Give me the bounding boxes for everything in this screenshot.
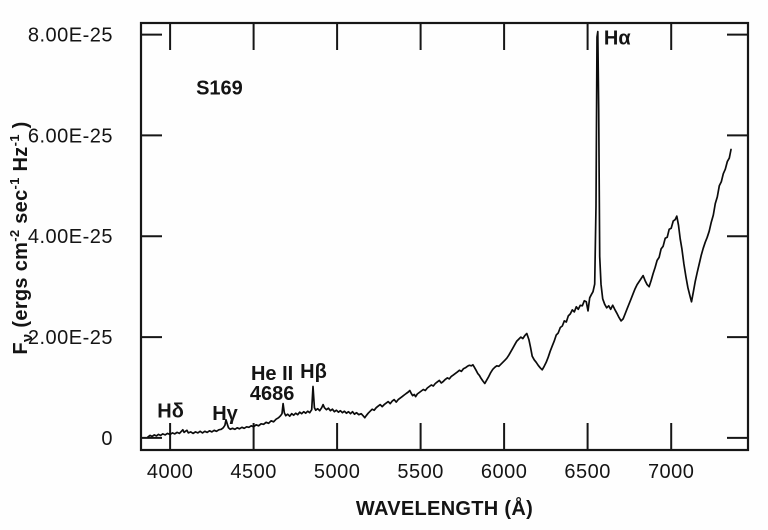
h-gamma-label: Hγ <box>212 403 238 425</box>
y-tick-label: 2.00E-25 <box>28 327 113 349</box>
y-axis-title-segment: Hz <box>10 146 32 177</box>
y-axis-title-segment: -1 <box>7 177 22 189</box>
y-tick-label: 4.00E-25 <box>28 226 113 248</box>
y-axis-title-segment: (ergs cm <box>10 242 32 334</box>
y-axis-title-segment: -1 <box>7 134 22 146</box>
y-axis-title-segment: ) <box>10 121 32 134</box>
y-tick-label: 0 <box>101 428 113 450</box>
h-delta-label: Hδ <box>157 401 184 423</box>
x-tick-label: 7000 <box>648 461 695 483</box>
y-tick-label: 8.00E-25 <box>28 25 113 47</box>
y-axis-title: Fν (ergs cm-2 sec-1 Hz-1 ) <box>7 121 36 354</box>
y-tick-label: 6.00E-25 <box>28 125 113 147</box>
x-axis-title: WAVELENGTH (Å) <box>356 496 533 520</box>
he-ii-label: He II <box>251 363 293 385</box>
plot-frame <box>139 21 750 452</box>
x-tick-label: 6500 <box>564 461 611 483</box>
h-beta-label: Hβ <box>300 361 327 383</box>
spectrum-line <box>147 30 732 438</box>
x-tick-label: 5000 <box>314 461 361 483</box>
h-alpha-label: Hα <box>604 28 631 50</box>
y-axis-title-segment: sec <box>10 189 32 229</box>
x-tick-label: 4500 <box>230 461 277 483</box>
he-ii-wavelength-label: 4686 <box>250 383 295 405</box>
y-axis-title-segment: F <box>10 342 32 355</box>
x-tick-label: 6000 <box>481 461 528 483</box>
x-tick-label: 5500 <box>397 461 444 483</box>
x-tick-label: 4000 <box>147 461 194 483</box>
y-axis-title-segment: -2 <box>7 230 22 242</box>
y-axis-title-segment: ν <box>19 333 36 342</box>
object-name-label: S169 <box>196 78 243 100</box>
